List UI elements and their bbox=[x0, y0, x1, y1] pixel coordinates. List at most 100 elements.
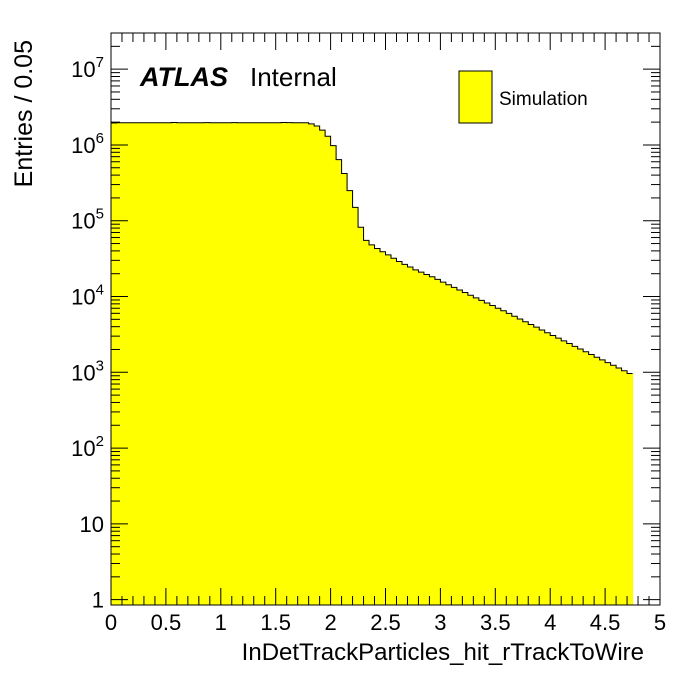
x-tick-label: 2 bbox=[324, 610, 336, 635]
histogram-bar bbox=[220, 122, 227, 606]
x-tick-label: 4 bbox=[544, 610, 556, 635]
histogram-bar bbox=[297, 122, 304, 606]
histogram-bar bbox=[176, 122, 183, 606]
histogram-bar bbox=[308, 123, 315, 606]
histogram-bar bbox=[478, 300, 485, 605]
histogram-bar bbox=[451, 287, 458, 605]
histogram-bar bbox=[204, 122, 211, 605]
histogram-bar bbox=[154, 122, 162, 606]
histogram-bar bbox=[380, 251, 387, 605]
legend-swatch bbox=[458, 70, 493, 124]
histogram-bar bbox=[627, 373, 634, 605]
y-tick-label: 107 bbox=[71, 54, 104, 82]
histogram-bar bbox=[412, 269, 420, 605]
histogram-bar bbox=[401, 264, 409, 605]
histogram-bar bbox=[566, 343, 573, 605]
histogram-bar bbox=[116, 122, 123, 606]
histogram-bar bbox=[528, 324, 535, 605]
legend: Simulation bbox=[458, 70, 588, 124]
histogram-bar bbox=[506, 313, 513, 605]
histogram-bar bbox=[610, 365, 617, 605]
x-tick-label: 4.5 bbox=[590, 610, 621, 635]
histogram-bar bbox=[539, 329, 546, 605]
histogram-bar bbox=[544, 332, 551, 605]
histogram-bar bbox=[121, 122, 129, 606]
histogram-bar bbox=[111, 122, 118, 605]
histogram-bar bbox=[594, 357, 601, 605]
histogram-bar bbox=[341, 173, 348, 605]
histogram-bar bbox=[495, 308, 502, 605]
atlas-label: ATLAS bbox=[139, 62, 228, 92]
histogram-bar bbox=[160, 122, 167, 606]
histogram-bar bbox=[242, 122, 249, 606]
histogram-bar bbox=[423, 274, 431, 605]
x-tick-label: 2.5 bbox=[370, 610, 401, 635]
x-tick-label: 5 bbox=[654, 610, 666, 635]
histogram-bar bbox=[621, 370, 628, 605]
x-axis-title: InDetTrackParticles_hit_rTrackToWire bbox=[242, 639, 644, 666]
histogram-bar bbox=[429, 276, 436, 605]
axes bbox=[110, 32, 661, 606]
y-tick-label: 102 bbox=[71, 433, 104, 461]
histogram-bar bbox=[418, 272, 425, 605]
histogram-bar bbox=[330, 145, 337, 606]
y-tick-label: 105 bbox=[71, 206, 104, 234]
x-tick-label: 3 bbox=[434, 610, 446, 635]
histogram-bar bbox=[132, 122, 140, 606]
histogram-bar bbox=[390, 258, 398, 605]
histogram-bar bbox=[522, 321, 529, 605]
histogram-bar bbox=[407, 267, 414, 605]
histogram-bar bbox=[314, 125, 321, 606]
histogram-bar bbox=[489, 305, 496, 605]
histogram-bar bbox=[588, 354, 595, 605]
axis-labels: 0 0.5 1 1.5 2 2.5 3 3.5 4 4.5 5 1 10 102 103 104 105 106 1… bbox=[71, 54, 666, 635]
histogram-bar bbox=[363, 240, 370, 605]
histogram-bar bbox=[127, 122, 134, 606]
histogram-bar bbox=[215, 122, 222, 606]
histogram-bar bbox=[226, 122, 233, 606]
y-tick-label: 103 bbox=[71, 357, 104, 385]
histogram-bar bbox=[319, 130, 326, 606]
histogram-bar bbox=[369, 244, 376, 605]
histogram-bar bbox=[237, 122, 244, 606]
histogram-bar bbox=[517, 318, 524, 605]
histogram-bar bbox=[165, 122, 172, 606]
histogram-bar bbox=[143, 122, 151, 606]
internal-label: Internal bbox=[250, 62, 337, 92]
histogram-bar bbox=[374, 248, 381, 605]
histogram-bar bbox=[467, 295, 474, 605]
histogram-bar bbox=[352, 207, 359, 606]
y-tick-label: 10 bbox=[80, 512, 104, 537]
histogram-bar bbox=[473, 297, 480, 605]
histogram-bar bbox=[281, 122, 288, 605]
histogram-bar bbox=[253, 122, 260, 606]
histogram-bar bbox=[550, 335, 557, 605]
histogram-bar bbox=[396, 261, 403, 605]
histogram-bar bbox=[616, 367, 623, 605]
histogram-bar bbox=[325, 136, 332, 605]
x-tick-label: 1.5 bbox=[260, 610, 291, 635]
histogram-bar bbox=[303, 122, 310, 606]
x-tick-label: 1 bbox=[215, 610, 227, 635]
histogram-bar bbox=[533, 327, 540, 605]
histogram-bar bbox=[275, 122, 282, 606]
histogram-bar bbox=[555, 338, 562, 605]
histogram-bar bbox=[264, 122, 271, 606]
histogram-bar bbox=[270, 122, 277, 606]
histogram-bar bbox=[231, 122, 238, 605]
histogram-bar bbox=[209, 122, 216, 606]
histogram-bar bbox=[456, 289, 463, 605]
histogram-bar bbox=[462, 292, 469, 605]
histogram-bar bbox=[347, 190, 354, 606]
histogram-bar bbox=[259, 122, 266, 606]
histogram-bar bbox=[286, 122, 293, 605]
x-tick-label: 0 bbox=[105, 610, 117, 635]
x-tick-label: 3.5 bbox=[480, 610, 511, 635]
histogram-bar bbox=[336, 159, 343, 605]
histogram-bar bbox=[149, 122, 156, 606]
histogram-bar bbox=[385, 254, 392, 605]
histogram-bar bbox=[500, 310, 507, 605]
histogram-bar bbox=[445, 284, 452, 605]
